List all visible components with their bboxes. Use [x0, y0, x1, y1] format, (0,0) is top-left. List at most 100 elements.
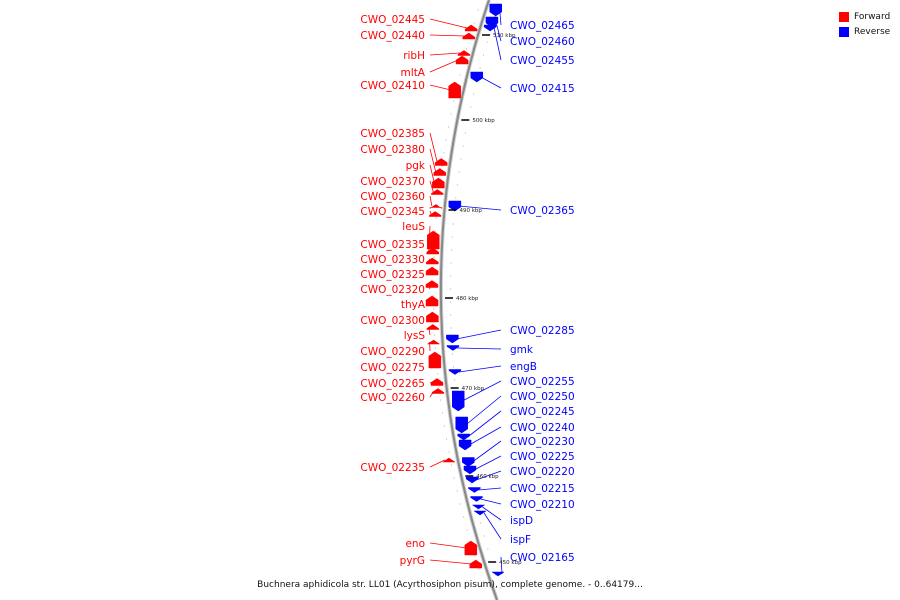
gene-label-cwo-02440: CWO_02440 [360, 30, 425, 42]
gene-label-engb: engB [510, 361, 537, 373]
leader-line-eno [429, 542, 467, 549]
legend-item-forward: Forward [839, 9, 890, 24]
gene-label-pyrg: pyrG [400, 555, 425, 567]
leader-line-cwo-02300 [428, 316, 431, 321]
gene-glyph-cwo-02215 [468, 487, 481, 493]
gene-label-cwo-02415: CWO_02415 [510, 83, 575, 95]
leader-line-cwo-02360 [429, 195, 433, 207]
leader-line-ispd [482, 506, 502, 521]
gene-glyph-cwo-02360 [429, 204, 443, 209]
leader-line-lyss [428, 326, 431, 336]
leader-line-cwo-02365 [458, 205, 502, 211]
gene-label-cwo-02290: CWO_02290 [360, 346, 425, 358]
leader-line-cwo-02285 [456, 329, 502, 340]
gene-glyph-engb [448, 369, 462, 375]
gene-glyph-cwo-02285 [446, 334, 459, 344]
gene-label-cwo-02165: CWO_02165 [510, 552, 575, 564]
gene-label-cwo-02335: CWO_02335 [360, 239, 425, 251]
leader-line-cwo-02165 [500, 556, 503, 575]
gene-glyph-cwo-02325 [425, 266, 439, 276]
gene-label-cwo-02235: CWO_02235 [360, 462, 425, 474]
leader-line-cwo-02275 [429, 359, 432, 368]
gene-label-cwo-02230: CWO_02230 [510, 436, 575, 448]
leader-line-cwo-02230 [472, 440, 502, 463]
gene-glyph-cwo-02465 [489, 3, 502, 17]
legend-item-reverse: Reverse [839, 24, 890, 39]
gene-glyph-cwo-02240 [458, 439, 472, 451]
leader-line-cwo-02260 [429, 390, 435, 398]
leader-line-cwo-02325 [427, 270, 431, 275]
gene-label-ispf: ispF [510, 534, 531, 546]
gene-glyph-cwo-02365 [448, 200, 462, 212]
scale-tick-label: 490 kbp [459, 208, 482, 214]
gene-label-cwo-02265: CWO_02265 [360, 378, 425, 390]
gene-glyph-cwo-02370 [431, 189, 444, 195]
gene-label-cwo-02325: CWO_02325 [360, 269, 425, 281]
gene-glyph-mlta [455, 55, 469, 65]
genome-caption: Buchnera aphidicola str. LL01 (Acyrthosi… [257, 580, 643, 590]
genome-backbone [439, 0, 498, 600]
scale-tick-label: 470 kbp [462, 386, 485, 392]
gene-glyph-cwo-02410 [448, 81, 461, 99]
scale-tick-label: 450 kbp [499, 560, 522, 566]
gene-label-cwo-02250: CWO_02250 [510, 391, 575, 403]
leader-line-leus [428, 225, 431, 241]
gene-glyph-cwo-02165 [491, 571, 505, 577]
leader-line-ribh [429, 52, 460, 56]
leader-line-cwo-02210 [480, 498, 502, 505]
gene-glyph-cwo-02235 [442, 457, 456, 463]
legend-label-reverse: Reverse [854, 26, 891, 37]
gene-glyph-cwo-02330 [426, 257, 439, 265]
leader-line-engb [458, 365, 502, 373]
leader-line-cwo-02445 [429, 18, 468, 29]
gene-label-cwo-02460: CWO_02460 [510, 36, 575, 48]
leader-line-cwo-02335 [428, 243, 431, 252]
leader-line-cwo-02455 [493, 27, 502, 61]
gene-label-cwo-02455: CWO_02455 [510, 55, 575, 67]
gene-glyph-cwo-02415 [470, 71, 484, 83]
gene-glyph-cwo-02335 [426, 247, 439, 255]
gene-label-mlta: mltA [401, 67, 426, 79]
leader-line-cwo-02215 [478, 487, 502, 491]
gene-glyph-cwo-02245 [457, 433, 470, 441]
gene-label-leus: leuS [402, 221, 425, 233]
gene-glyph-cwo-02320 [425, 280, 439, 288]
gene-glyph-pyrg [469, 559, 483, 569]
gene-label-cwo-02380: CWO_02380 [360, 144, 425, 156]
gene-glyph-eno [464, 540, 478, 556]
gene-glyph-cwo-02255 [451, 390, 465, 412]
gene-label-thya: thyA [401, 299, 426, 311]
gene-label-gmk: gmk [510, 344, 534, 356]
leader-line-cwo-02415 [480, 76, 502, 89]
gene-label-cwo-02465: CWO_02465 [510, 20, 575, 32]
leader-line-cwo-02235 [429, 459, 446, 468]
gene-glyph-cwo-02250 [455, 416, 468, 434]
leader-line-mlta [429, 59, 459, 73]
gene-glyph-thya [425, 295, 439, 307]
leader-line-pyrg [429, 559, 472, 565]
gene-glyph-cwo-02220 [465, 476, 479, 484]
backbone-layer [432, 0, 501, 600]
leader-line-cwo-02345 [429, 210, 432, 215]
leader-line-cwo-02320 [427, 283, 431, 290]
gene-glyph-cwo-02440 [462, 32, 475, 40]
gene-label-cwo-02320: CWO_02320 [360, 284, 425, 296]
gene-glyph-cwo-02345 [428, 211, 442, 217]
gene-glyph-cwo-02455 [483, 24, 497, 32]
gene-label-cwo-02385: CWO_02385 [360, 128, 425, 140]
gene-label-cwo-02445: CWO_02445 [360, 14, 425, 26]
leader-line-cwo-02370 [429, 180, 434, 193]
leader-line-cwo-02460 [495, 21, 502, 42]
gene-label-cwo-02370: CWO_02370 [360, 176, 425, 188]
leader-line-cwo-02465 [499, 9, 502, 26]
leader-line-cwo-02225 [473, 455, 502, 471]
gene-label-cwo-02215: CWO_02215 [510, 483, 575, 495]
legend-label-forward: Forward [854, 11, 891, 22]
gene-label-lyss: lysS [404, 330, 426, 342]
legend-swatch-forward [839, 11, 849, 22]
gene-glyph-cwo-02445 [464, 24, 478, 32]
gene-label-ispd: ispD [510, 515, 533, 527]
gene-label-cwo-02260: CWO_02260 [360, 392, 425, 404]
gene-glyph-ispd [471, 504, 486, 510]
